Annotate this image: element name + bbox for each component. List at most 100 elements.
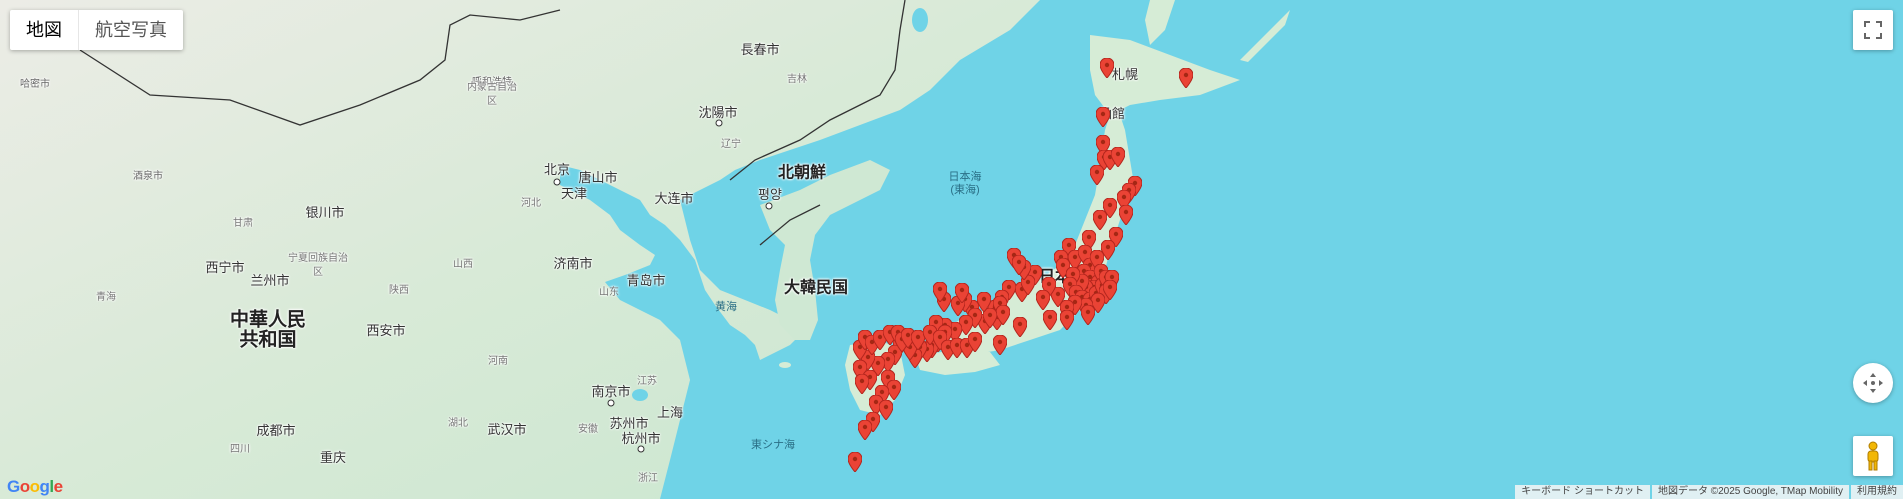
sakhalin <box>1145 0 1175 45</box>
label-city: 武汉市 <box>487 422 527 437</box>
label-city: 沈陽市 <box>698 105 738 120</box>
map-marker-pin[interactable] <box>858 420 872 440</box>
map-marker-pin[interactable] <box>996 305 1010 325</box>
map-marker-pin[interactable] <box>1103 280 1117 300</box>
lake <box>912 8 928 32</box>
map-type-map-button[interactable]: 地図 <box>26 20 62 40</box>
lake <box>632 389 648 401</box>
pegman-icon <box>1867 441 1879 471</box>
label-city: 呼和浩特 <box>472 77 512 88</box>
small-island <box>779 362 791 368</box>
label-city: 上海 <box>656 405 684 420</box>
map-marker-pin[interactable] <box>1091 293 1105 313</box>
terms-link[interactable]: 利用規約 <box>1851 485 1903 499</box>
korean-peninsula <box>760 160 890 340</box>
label-region: 江苏 <box>637 376 657 387</box>
map-marker-pin[interactable] <box>1101 240 1115 260</box>
map-type-satellite-button[interactable]: 航空写真 <box>95 20 167 40</box>
label-region: 湖北 <box>448 418 468 429</box>
map-marker-pin[interactable] <box>1060 310 1074 330</box>
label-region: 陕西 <box>389 285 409 296</box>
google-logo-letter: l <box>49 477 54 496</box>
map-marker-pin[interactable] <box>1096 107 1110 127</box>
map-marker-pin[interactable] <box>848 452 862 472</box>
camera-control-icon <box>1863 373 1883 393</box>
map-marker-pin[interactable] <box>993 335 1007 355</box>
label-city: 唐山市 <box>578 170 618 185</box>
map-marker-pin[interactable] <box>1111 147 1125 167</box>
label-sea: 黄海 <box>715 301 737 313</box>
label-south-korea: 大韓民国 <box>783 279 849 297</box>
city-dot <box>607 399 615 407</box>
label-sea: 東シナ海 <box>751 439 795 451</box>
label-city: 济南市 <box>553 256 593 271</box>
map-marker-pin[interactable] <box>1103 198 1117 218</box>
label-city: 苏州市 <box>609 416 649 431</box>
label-region: 青海 <box>96 292 116 303</box>
keyboard-shortcuts-link[interactable]: キーボード ショートカット <box>1515 485 1650 499</box>
city-dot <box>715 119 723 127</box>
google-logo-letter: g <box>39 477 50 496</box>
label-sea: 日本海 <box>948 171 982 183</box>
camera-control-button[interactable] <box>1853 363 1893 403</box>
label-region: 辽宁 <box>721 139 741 150</box>
fullscreen-button[interactable] <box>1853 10 1893 50</box>
label-city: 天津 <box>560 186 588 201</box>
map-marker-pin[interactable] <box>1036 290 1050 310</box>
label-region: 河北 <box>521 198 541 209</box>
map-marker-pin[interactable] <box>879 400 893 420</box>
google-logo-letter: o <box>29 477 40 496</box>
map-marker-pin[interactable] <box>1013 317 1027 337</box>
map-marker-pin[interactable] <box>887 380 901 400</box>
map-marker-pin[interactable] <box>1021 275 1035 295</box>
label-region: 四川 <box>230 444 250 455</box>
street-view-pegman-button[interactable] <box>1853 436 1893 476</box>
map-marker-pin[interactable] <box>1043 310 1057 330</box>
label-city: 重庆 <box>319 450 347 465</box>
label-city: 银川市 <box>305 205 345 220</box>
map-marker-pin[interactable] <box>1093 210 1107 230</box>
map-marker-pin[interactable] <box>1081 305 1095 325</box>
label-region: 河南 <box>488 356 508 367</box>
map-marker-pin[interactable] <box>855 374 869 394</box>
label-china-line2: 共和国 <box>239 329 297 351</box>
japan-shikoku <box>915 350 1000 375</box>
label-city: 哈密市 <box>20 79 50 90</box>
google-logo-letter: e <box>53 477 63 496</box>
label-city: 大连市 <box>654 191 694 206</box>
label-city: 杭州市 <box>621 431 661 446</box>
label-city: 成都市 <box>256 423 296 438</box>
label-city: 札幌 <box>1111 67 1139 82</box>
map-marker-pin[interactable] <box>955 283 969 303</box>
kuril-islands <box>1240 10 1290 62</box>
map-marker-pin[interactable] <box>959 315 973 335</box>
label-north-korea: 北朝鮮 <box>777 164 827 182</box>
label-city: 長春市 <box>740 42 780 57</box>
japan-hokkaido <box>1090 35 1240 115</box>
city-dot <box>553 178 561 186</box>
label-region: 山西 <box>453 259 473 270</box>
google-logo: Google <box>7 477 63 497</box>
map-marker-pin[interactable] <box>1179 68 1193 88</box>
map-marker-pin[interactable] <box>1100 58 1114 78</box>
map-marker-pin[interactable] <box>1090 165 1104 185</box>
fullscreen-icon <box>1864 21 1882 39</box>
label-city: 兰州市 <box>250 273 290 288</box>
map-marker-pin[interactable] <box>933 282 947 302</box>
divider <box>78 10 79 50</box>
map-marker-pin[interactable] <box>1012 255 1026 275</box>
map-marker-pin[interactable] <box>977 292 991 312</box>
border-line <box>79 9 561 126</box>
label-city: 酒泉市 <box>133 171 163 182</box>
map-footer: キーボード ショートカット 地図データ ©2025 Google, TMap M… <box>1513 485 1903 499</box>
border-line <box>729 0 906 181</box>
google-logo-letter: G <box>7 477 20 496</box>
map-marker-pin[interactable] <box>1119 205 1133 225</box>
label-region: 甘肃 <box>233 218 253 229</box>
label-region: 浙江 <box>638 473 658 484</box>
label-china-line1: 中華人民 <box>229 309 307 331</box>
map-marker-pin[interactable] <box>968 332 982 352</box>
google-logo-letter: o <box>19 477 30 496</box>
label-region: 安徽 <box>578 424 598 435</box>
